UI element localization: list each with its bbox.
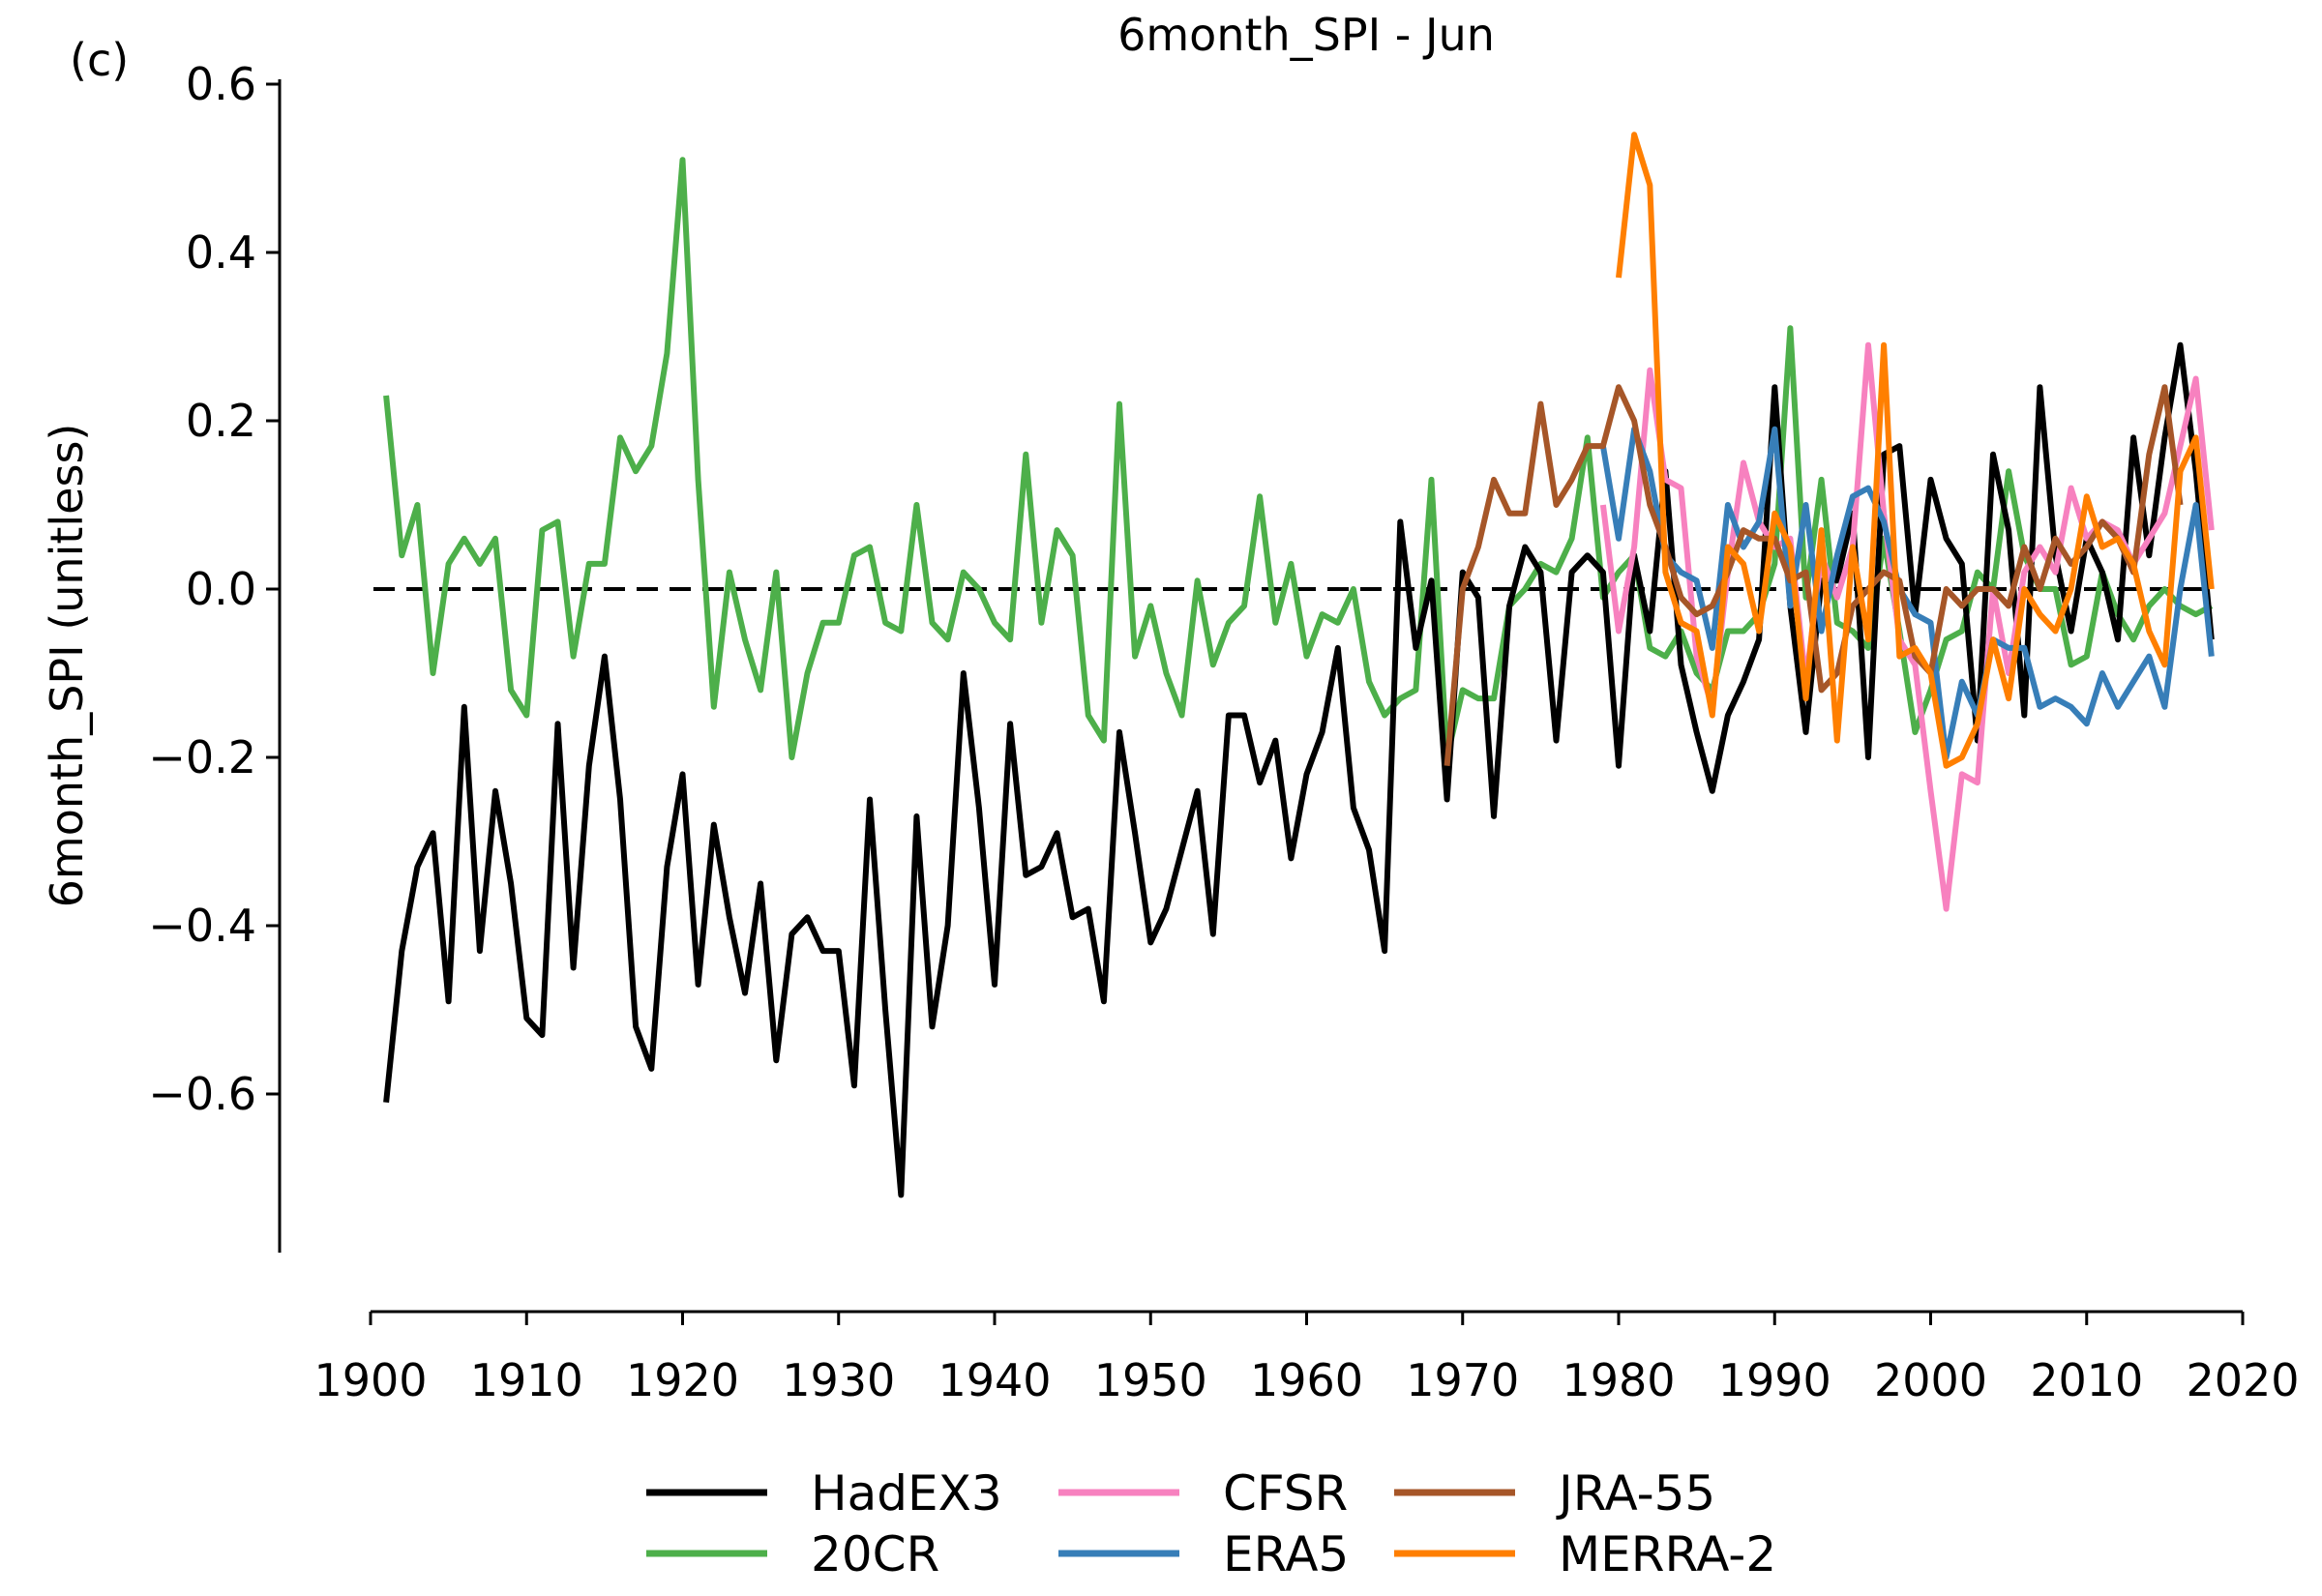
series-line-merra-2	[1616, 132, 2215, 769]
x-tick-label: 1930	[782, 1354, 895, 1406]
series-lines	[383, 132, 2215, 1198]
x-tick-label: 1910	[470, 1354, 583, 1406]
panel-label: (c)	[70, 34, 129, 86]
x-tick-label: 1960	[1250, 1354, 1363, 1406]
legend-label-20cr: 20CR	[811, 1526, 939, 1582]
y-tick-label: −0.6	[148, 1068, 256, 1120]
x-tick-label: 1980	[1562, 1354, 1675, 1406]
x-tick-label: 2010	[2030, 1354, 2143, 1406]
y-tick-label: 0.2	[186, 395, 256, 447]
x-tick-label: 1990	[1718, 1354, 1831, 1406]
legend-label-jra-55: JRA-55	[1556, 1465, 1715, 1522]
chart-title: 6month_SPI - Jun	[1117, 9, 1495, 61]
y-axis-label: 6month_SPI (unitless)	[41, 424, 93, 908]
x-tick-label: 1900	[313, 1354, 427, 1406]
x-tick-label: 1920	[626, 1354, 739, 1406]
x-tick-label: 2020	[2186, 1354, 2299, 1406]
legend-label-hadex3: HadEX3	[811, 1465, 1002, 1522]
y-axis-ticks: 0.6 0.4 0.2 0.0 −0.2 −0.4 −0.6	[148, 58, 280, 1120]
legend-label-merra-2: MERRA-2	[1559, 1526, 1776, 1582]
series-line-era5	[1599, 426, 2215, 760]
x-tick-label: 1970	[1406, 1354, 1519, 1406]
series-line-20cr	[383, 157, 2214, 760]
series-line-hadex3	[383, 341, 2215, 1198]
legend-label-era5: ERA5	[1223, 1526, 1349, 1582]
x-tick-label: 1950	[1094, 1354, 1207, 1406]
legend-label-cfsr: CFSR	[1223, 1465, 1348, 1522]
y-tick-label: −0.2	[148, 731, 256, 783]
y-tick-label: −0.4	[148, 900, 256, 952]
y-tick-label: 0.6	[186, 58, 256, 110]
y-tick-label: 0.4	[186, 226, 256, 279]
x-tick-label: 1940	[938, 1354, 1051, 1406]
x-tick-label: 2000	[1874, 1354, 1987, 1406]
y-tick-label: 0.0	[186, 563, 256, 615]
x-axis-ticks: 1900 1910 1920 1930 1940 1950 1960 1970 1980 1990…	[313, 1312, 2300, 1406]
